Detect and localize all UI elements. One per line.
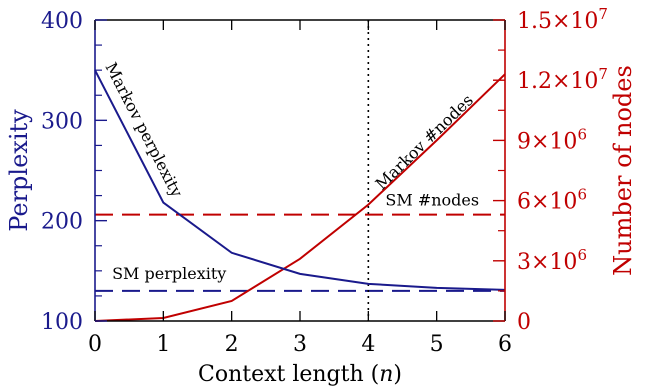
left-tick-label: 300 [41,109,83,134]
x-tick-label: 6 [498,332,512,357]
x-tick-label: 3 [293,332,307,357]
right-tick-label: 9×106 [517,125,587,154]
markov-nodes-annotation: Markov #nodes [372,91,477,194]
x-tick-label: 4 [361,332,375,357]
left-tick-label: 100 [41,310,83,335]
right-tick-label: 1.2×107 [517,65,608,94]
sm-nodes-annotation: SM #nodes [385,191,479,210]
right-tick-label: 3×106 [517,246,587,275]
sm-perplexity-annotation: SM perplexity [112,264,226,283]
right-tick-label: 1.5×107 [517,5,608,34]
x-tick-label: 2 [225,332,239,357]
x-tick-label: 1 [156,332,170,357]
x-tick-label: 0 [88,332,102,357]
markov-perplexity-line [94,69,506,291]
right-axis-label: Number of nodes [609,65,637,276]
x-axis-label: Context length (n) [198,362,402,387]
x-tick-label: 5 [430,332,444,357]
markov-perplexity-annotation: Markov perplexity [101,59,186,200]
right-tick-label: 0 [517,310,531,335]
right-tick-label: 6×106 [517,186,587,215]
left-tick-label: 400 [41,9,83,34]
left-axis-label: Perplexity [5,109,33,232]
left-tick-label: 200 [41,210,83,235]
